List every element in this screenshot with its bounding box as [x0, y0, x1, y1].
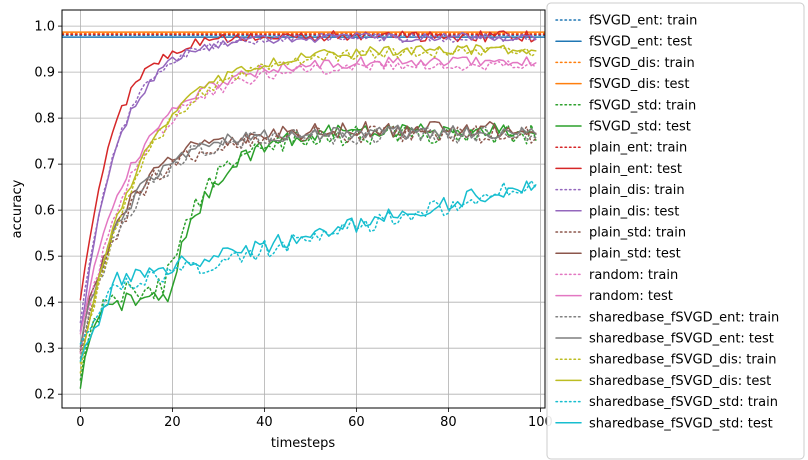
legend-frame [546, 2, 805, 460]
x-tick-label: 40 [256, 415, 273, 430]
series-line-sharedbase-fsvgd-dis-train [79, 45, 537, 374]
legend-label-random-train: random: train [589, 268, 678, 283]
legend-label-plain-ent-train: plain_ent: train [589, 141, 687, 156]
y-tick-label: 0.8 [34, 112, 55, 127]
series-line-sharedbase-fsvgd-std-test [79, 180, 537, 362]
legend-label-fsvgd-dis-train: fSVGD_dis: train [589, 56, 695, 71]
x-axis-label: timesteps [271, 436, 335, 451]
grid-lines [62, 10, 545, 408]
legend-label-random-test: random: test [589, 289, 673, 304]
series-line-plain-dis-test [79, 31, 537, 332]
x-tick-label: 80 [440, 415, 457, 430]
chart-legend: fSVGD_ent: train fSVGD_ent: test fSVGD_dis… [546, 2, 805, 460]
x-tick-label: 20 [164, 415, 181, 430]
series-line-plain-ent-test [79, 30, 537, 301]
series-line-fsvgd-std-train [79, 123, 537, 381]
y-tick-label: 0.9 [34, 66, 55, 81]
legend-label-sharedbase-fsvgd-dis-train: sharedbase_fSVGD_dis: train [589, 353, 777, 368]
y-tick-label: 1.0 [34, 20, 55, 35]
y-axis-label: accuracy [10, 179, 25, 238]
legend-label-plain-dis-test: plain_dis: test [589, 204, 679, 219]
y-tick-label: 0.6 [34, 204, 55, 219]
series-line-plain-std-test [79, 121, 537, 353]
legend-label-fsvgd-dis-test: fSVGD_dis: test [589, 77, 689, 92]
legend-label-fsvgd-std-test: fSVGD_std: test [589, 120, 691, 135]
series-line-random-test [79, 56, 537, 335]
y-tick-label: 0.5 [34, 250, 55, 265]
series-line-sharedbase-fsvgd-ent-train [79, 125, 537, 359]
y-tick-label: 0.7 [34, 158, 55, 173]
legend-label-fsvgd-ent-test: fSVGD_ent: test [589, 35, 692, 50]
legend-label-fsvgd-std-train: fSVGD_std: train [589, 98, 696, 113]
legend-label-sharedbase-fsvgd-dis-test: sharedbase_fSVGD_dis: test [589, 374, 771, 389]
legend-label-plain-dis-train: plain_dis: train [589, 183, 685, 198]
legend-label-sharedbase-fsvgd-ent-train: sharedbase_fSVGD_ent: train [589, 310, 779, 325]
y-tick-label: 0.2 [34, 388, 55, 403]
legend-label-plain-std-test: plain_std: test [589, 247, 681, 262]
legend-label-sharedbase-fsvgd-std-test: sharedbase_fSVGD_std: test [589, 416, 773, 431]
x-tick-label: 60 [348, 415, 365, 430]
series-line-sharedbase-fsvgd-std-train [79, 179, 537, 345]
y-tick-label: 0.3 [34, 342, 55, 357]
legend-label-sharedbase-fsvgd-ent-test: sharedbase_fSVGD_ent: test [589, 332, 774, 347]
series-line-random-train [79, 59, 537, 355]
legend-label-plain-std-train: plain_std: train [589, 226, 686, 241]
legend-label-fsvgd-ent-train: fSVGD_ent: train [589, 14, 697, 29]
series-line-sharedbase-fsvgd-ent-test [79, 124, 537, 348]
plot-series-layer [62, 30, 545, 389]
series-line-sharedbase-fsvgd-dis-test [79, 44, 537, 364]
y-tick-label: 0.4 [34, 296, 55, 311]
legend-label-sharedbase-fsvgd-std-train: sharedbase_fSVGD_std: train [589, 395, 778, 410]
axes-frame [61, 9, 546, 409]
y-axis-ticks: 0.2 0.3 0.4 0.5 0.6 0.7 0.8 0.9 1.0 [34, 20, 62, 403]
legend-label-plain-ent-test: plain_ent: test [589, 162, 682, 177]
x-tick-label: 0 [76, 415, 84, 430]
